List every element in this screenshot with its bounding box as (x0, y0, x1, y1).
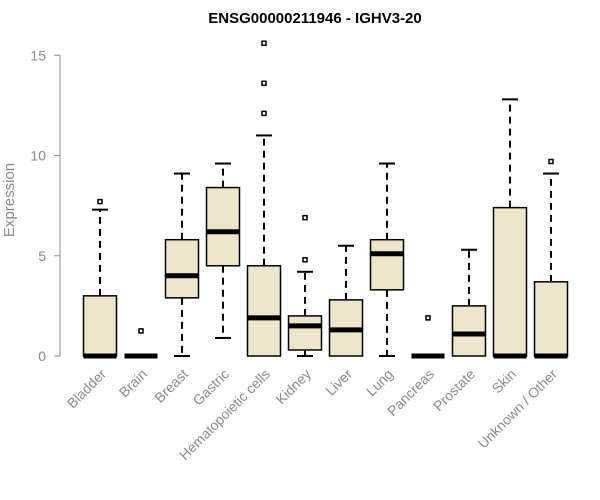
box (82, 295, 118, 357)
outlier-point (425, 315, 431, 321)
x-category-label: Breast (151, 366, 191, 406)
outlier-point (261, 80, 267, 87)
outlier-point (302, 257, 308, 263)
outlier-point (138, 328, 144, 334)
box-group (492, 98, 528, 359)
box-group (246, 40, 282, 357)
y-tick-label: 15 (30, 47, 46, 63)
boxes (82, 40, 569, 359)
outlier-point (97, 198, 103, 205)
outlier-point (548, 158, 554, 165)
box-group (205, 162, 241, 339)
box-group (82, 198, 118, 359)
y-tick-label: 10 (30, 148, 46, 164)
box (492, 206, 528, 357)
box-group (164, 172, 200, 357)
box-group (411, 315, 445, 359)
x-category-label: Prostate (430, 366, 478, 414)
y-axis: 0 5 10 15 (30, 47, 61, 364)
x-category-label: Kidney (273, 366, 315, 408)
y-axis-label: Expression (1, 163, 18, 237)
y-tick-label: 0 (38, 348, 46, 364)
x-category-label: Skin (489, 366, 520, 397)
box (205, 186, 241, 267)
y-tick-label: 5 (38, 248, 46, 264)
box (451, 305, 487, 357)
box-group (328, 244, 364, 357)
box (287, 315, 323, 351)
x-category-label: Liver (322, 366, 355, 399)
outlier-point (261, 110, 267, 117)
outlier-point (261, 40, 267, 46)
box-group (533, 158, 569, 359)
box-group (451, 248, 487, 357)
box (164, 238, 200, 299)
box-group (287, 214, 323, 357)
outlier-point (302, 214, 308, 221)
x-category-label: Bladder (64, 366, 110, 412)
box-group (124, 328, 158, 359)
box (246, 265, 282, 357)
x-category-label: Brain (116, 366, 150, 400)
box-group (369, 162, 405, 357)
box (533, 281, 569, 357)
box (369, 238, 405, 291)
chart-title: ENSG00000211946 - IGHV3-20 (208, 10, 421, 27)
x-category-label: Lung (363, 366, 396, 399)
